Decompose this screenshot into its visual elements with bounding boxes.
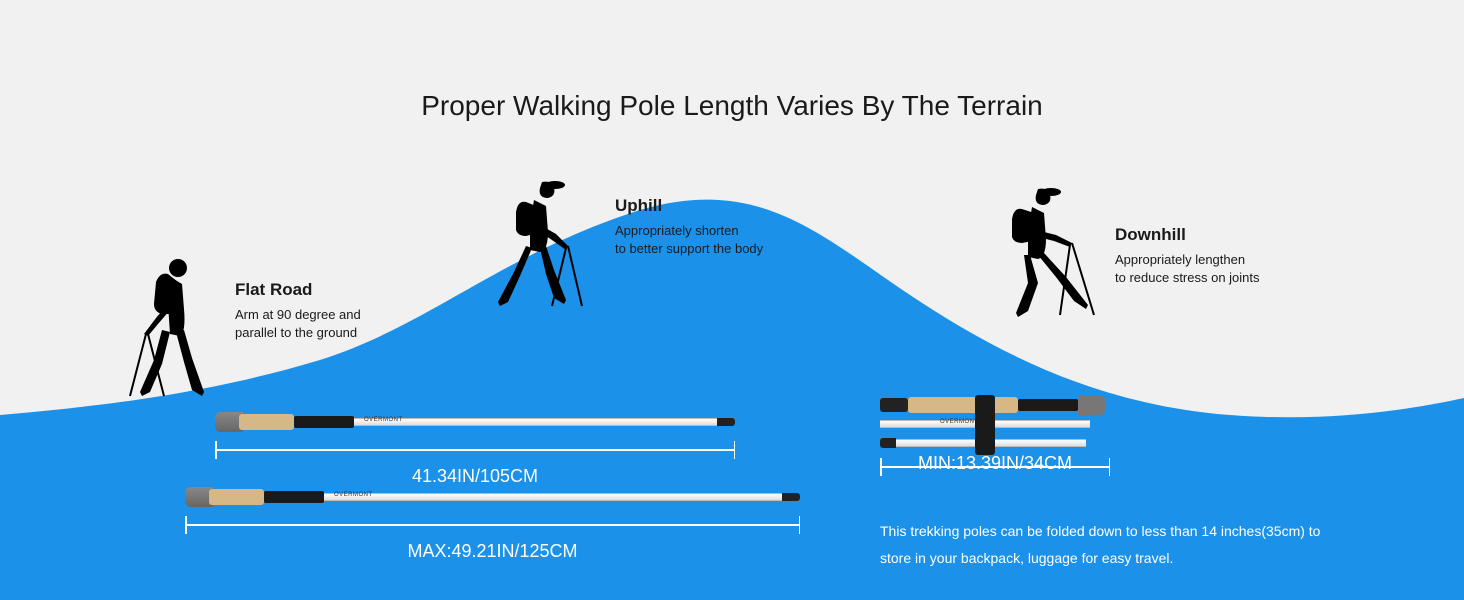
dim-line-folded: MIN:13.39IN/34CM bbox=[880, 456, 1110, 478]
pole-grip bbox=[294, 416, 354, 428]
uphill-label: Uphill Appropriately shorten to better s… bbox=[615, 196, 763, 257]
pole-medium: OVERMONT 41.34IN/105CM bbox=[215, 415, 735, 461]
pole-tip bbox=[717, 418, 735, 426]
folded-note: This trekking poles can be folded down t… bbox=[880, 518, 1340, 571]
pole-brand: OVERMONT bbox=[334, 492, 373, 498]
pole-folded: OVERMONT MIN:13.39IN/34CM bbox=[880, 398, 1140, 478]
dim-line-max: MAX:49.21IN/125CM bbox=[185, 514, 800, 536]
dim-text-medium: 41.34IN/105CM bbox=[215, 466, 735, 487]
pole-cork-handle bbox=[239, 414, 294, 430]
folded-tip bbox=[880, 438, 896, 448]
pole-cork-handle bbox=[209, 489, 264, 505]
folded-grip bbox=[1018, 399, 1078, 411]
folded-strap-wrap bbox=[975, 395, 995, 455]
uphill-desc: Appropriately shorten to better support … bbox=[615, 222, 763, 257]
pole-grip bbox=[264, 491, 324, 503]
flat-title: Flat Road bbox=[235, 280, 361, 300]
hiker-flat-icon bbox=[120, 254, 220, 399]
dim-text-max: MAX:49.21IN/125CM bbox=[185, 541, 800, 562]
flat-label: Flat Road Arm at 90 degree and parallel … bbox=[235, 280, 361, 341]
downhill-title: Downhill bbox=[1115, 225, 1260, 245]
dim-text-folded: MIN:13.39IN/34CM bbox=[880, 453, 1110, 474]
hiker-uphill-icon bbox=[490, 178, 600, 318]
pole-tip bbox=[782, 493, 800, 501]
pole-brand: OVERMONT bbox=[364, 417, 403, 423]
pole-shaft: OVERMONT bbox=[324, 493, 672, 501]
uphill-title: Uphill bbox=[615, 196, 763, 216]
pole-max: OVERMONT MAX:49.21IN/125CM bbox=[185, 490, 800, 536]
folded-strap bbox=[1078, 395, 1106, 415]
folded-clip bbox=[880, 398, 908, 412]
pole-shaft-2 bbox=[672, 493, 782, 501]
downhill-label: Downhill Appropriately lengthen to reduc… bbox=[1115, 225, 1260, 286]
dim-line-medium: 41.34IN/105CM bbox=[215, 439, 735, 461]
hiker-downhill-icon bbox=[990, 183, 1105, 333]
pole-brand: OVERMONT bbox=[940, 419, 979, 425]
folded-cork bbox=[908, 397, 1018, 413]
flat-desc: Arm at 90 degree and parallel to the gro… bbox=[235, 306, 361, 341]
pole-shaft: OVERMONT bbox=[354, 418, 717, 426]
downhill-desc: Appropriately lengthen to reduce stress … bbox=[1115, 251, 1260, 286]
page-title: Proper Walking Pole Length Varies By The… bbox=[0, 90, 1464, 122]
